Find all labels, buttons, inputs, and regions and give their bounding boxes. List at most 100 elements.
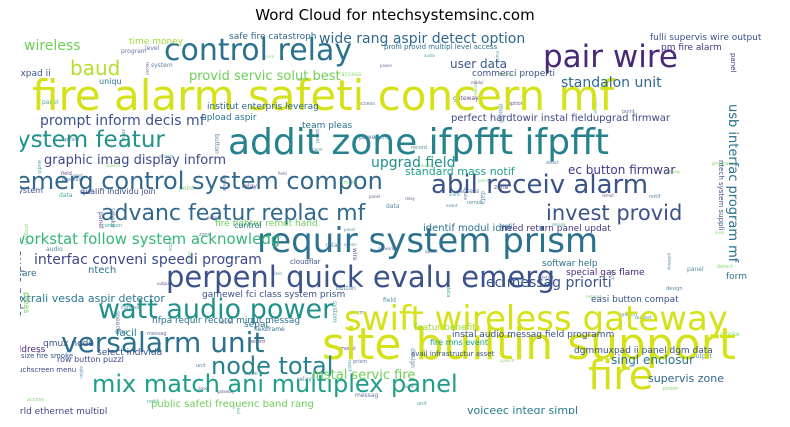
word-workstat-follow-system-acknowledg: workstat follow system acknowledg — [20, 230, 280, 248]
word-wireless: wireless — [24, 38, 81, 54]
filler-word: gateway — [667, 253, 672, 271]
filler-word: audio — [36, 160, 42, 174]
filler-word: button — [236, 408, 241, 414]
filler-word: alarm — [350, 310, 364, 316]
filler-word: event — [374, 135, 388, 141]
word-safe-fire-catastroph: safe fire catastroph — [229, 32, 317, 42]
word-select-individu: select individu — [97, 348, 162, 358]
filler-word: messag — [418, 163, 434, 168]
filler-word: notif — [346, 360, 352, 372]
filler-word: modul — [340, 346, 356, 352]
filler-word: output — [207, 215, 221, 220]
filler-word: event — [446, 203, 458, 208]
filler-word: design — [666, 286, 683, 292]
filler-word: system — [619, 312, 637, 318]
word-touchscreen-menu: touchscreen menu — [20, 366, 76, 374]
filler-word: network — [586, 294, 603, 299]
filler-word: speech — [500, 358, 515, 363]
filler-word: event — [34, 133, 46, 138]
word-swift-wireless-gateway: swift wireless gateway — [344, 299, 728, 339]
filler-word: unit — [298, 77, 308, 83]
filler-word: design — [552, 222, 566, 227]
filler-word: option — [425, 249, 438, 254]
word-need-return-panel-updat: need return panel updat — [501, 224, 611, 234]
word-easi-button-compat: easi button compat — [591, 295, 679, 305]
filler-word: relay — [326, 242, 341, 249]
filler-word: data — [445, 286, 451, 297]
filler-word: remot — [602, 193, 614, 198]
filler-word: power — [380, 63, 393, 68]
filler-word: notif — [501, 223, 515, 230]
filler-word: zone — [120, 129, 126, 141]
filler-word: unit — [417, 401, 427, 407]
filler-word: data — [479, 191, 486, 205]
filler-word: audio — [46, 246, 63, 253]
filler-word: field — [278, 171, 287, 176]
filler-word: relay — [405, 196, 416, 201]
filler-word: power — [663, 386, 679, 392]
word-requir-system-prism: requir system prism — [257, 221, 598, 261]
filler-word: panel — [369, 194, 380, 199]
filler-word: modul — [495, 51, 500, 64]
filler-word: button — [168, 238, 173, 252]
word-site-builtin-support: site builtin support — [322, 319, 736, 370]
filler-word: option — [344, 242, 357, 247]
word-cloudflar: cloudflar — [290, 258, 321, 266]
filler-word: panel — [83, 96, 94, 101]
word-pm-fire-alarm: pm fire alarm — [661, 43, 722, 53]
filler-word: button — [213, 134, 220, 154]
filler-word: level — [186, 252, 192, 264]
word-abil-receiv-alarm: abil receiv alarm — [431, 170, 648, 200]
word-instal-audio-messag-field-programm: instal audio messag field programm — [452, 330, 614, 340]
filler-word: relay — [242, 183, 257, 190]
filler-word: prism — [353, 359, 367, 365]
filler-word: system — [159, 154, 174, 159]
filler-word: network — [472, 80, 478, 100]
word-pair-wire: pair wire — [543, 39, 678, 75]
word-advanc-featur-replac-mf: advanc featur replac mf — [101, 201, 367, 226]
word-address: address — [20, 345, 46, 355]
word-commerci-properti: commerci properti — [472, 69, 555, 79]
filler-word: design — [409, 348, 416, 368]
filler-word: notif — [649, 194, 661, 200]
word-versalarm-unit: versalarm unit — [61, 326, 264, 359]
word-panel: panel — [729, 53, 737, 72]
word-form: form — [726, 272, 747, 282]
filler-word: program — [23, 224, 29, 245]
word-singl-enclosur: singl enclosur — [611, 353, 694, 367]
filler-word: record — [411, 145, 427, 151]
word-uniqu: uniqu — [99, 77, 122, 86]
word-supervis-zone: supervis zone — [648, 372, 724, 385]
filler-word: network — [378, 246, 395, 251]
word-separ: separ — [244, 320, 269, 330]
word-type-size-fire-smoke: type size fire smoke — [20, 352, 73, 360]
word-fire-alarm-safeti-concern-mf: fire alarm safeti concern mf — [32, 71, 615, 120]
filler-word: network — [222, 175, 227, 192]
word-wide-rang-aspir-detect-option: wide rang aspir detect option — [319, 31, 525, 47]
filler-word: access — [341, 71, 361, 78]
filler-word: smoke — [341, 180, 357, 186]
filler-word: detect — [546, 160, 559, 165]
word-fire: fire — [588, 353, 653, 399]
word-prompt-inform-decis-mf: prompt inform decis mf — [40, 113, 206, 129]
filler-word: smoke — [109, 208, 116, 228]
filler-word: compon — [121, 305, 141, 311]
filler-word: modul — [497, 104, 504, 123]
filler-word: remot — [71, 173, 83, 178]
filler-word: wire — [351, 248, 358, 261]
word-voiceec-integr-simpl: voiceec integr simpl — [467, 404, 578, 414]
word-time-money: time money — [129, 37, 184, 47]
filler-word: system — [331, 301, 338, 323]
filler-word: point — [622, 109, 635, 115]
filler-word: panel — [42, 99, 59, 106]
filler-word: option — [508, 101, 524, 107]
word-world-ethernet-multipl: world ethernet multipl — [20, 407, 107, 414]
filler-word: modul — [471, 80, 484, 85]
word-instal-servic-fire: instal servic fire — [312, 368, 415, 383]
filler-word: record — [249, 339, 265, 345]
word-control-relay: control relay — [164, 33, 352, 68]
filler-word: option — [79, 366, 84, 379]
word-fire-mns-event: fire mns event — [430, 338, 488, 347]
filler-word: alarm — [311, 147, 323, 152]
filler-word: zone — [199, 232, 211, 238]
